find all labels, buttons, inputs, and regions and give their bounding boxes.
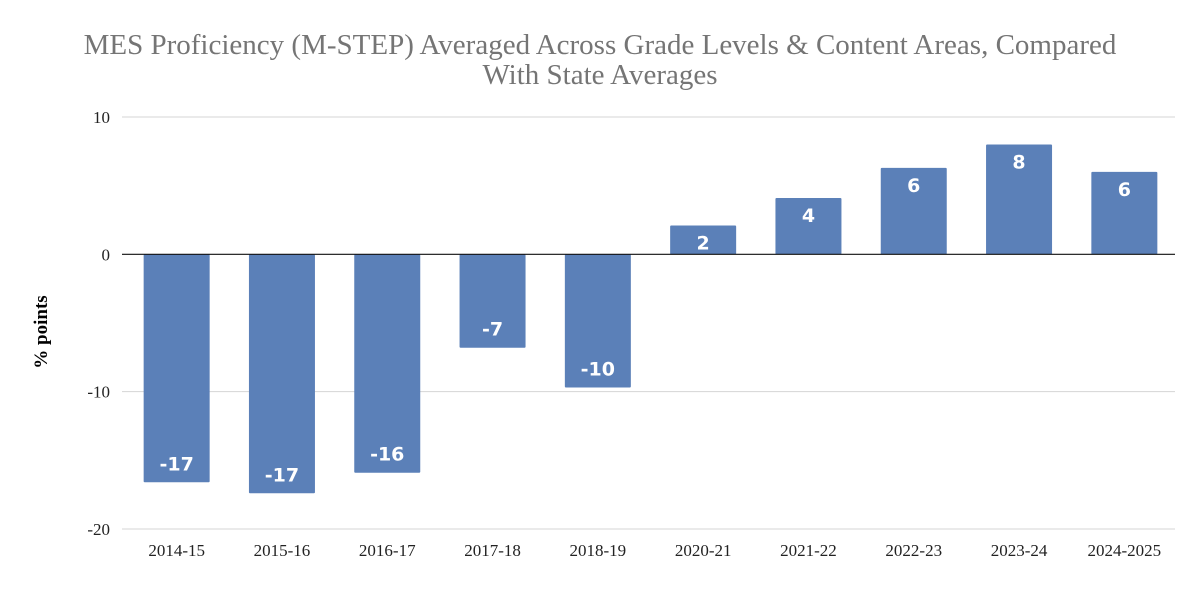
bar	[880, 167, 947, 255]
x-axis-ticks: 2014-15 2015-16 2016-17 2017-18 2018-19 2020-…	[148, 541, 1161, 560]
data-label: 2	[697, 232, 710, 254]
y-tick-label: -10	[87, 383, 110, 402]
y-tick-label: -20	[87, 520, 110, 539]
chart-title-line: MES Proficiency (M-STEP) Averaged Across…	[84, 29, 1117, 61]
x-tick-label: 2022-23	[885, 541, 942, 560]
data-label: 4	[802, 205, 815, 227]
bar	[143, 254, 210, 483]
data-label: -17	[159, 453, 193, 475]
chart-title-line: With State Averages	[482, 59, 717, 91]
bar	[670, 225, 737, 255]
data-label: -10	[581, 359, 615, 381]
bar	[248, 254, 315, 494]
data-label: -16	[370, 444, 404, 466]
data-label: 8	[1012, 151, 1025, 173]
bar	[775, 198, 842, 255]
bar	[1091, 171, 1158, 255]
bars	[143, 144, 1158, 494]
y-axis-ticks: 10 0 -10 -20	[87, 108, 110, 539]
y-tick-label: 0	[102, 245, 111, 264]
x-tick-label: 2024-2025	[1088, 541, 1162, 560]
bar	[986, 144, 1053, 255]
x-tick-label: 2017-18	[464, 541, 521, 560]
data-label: 6	[1118, 179, 1131, 201]
data-label: -7	[482, 319, 503, 341]
x-tick-label: 2015-16	[254, 541, 311, 560]
x-tick-label: 2021-22	[780, 541, 837, 560]
bar	[564, 254, 631, 388]
x-tick-label: 2020-21	[675, 541, 732, 560]
data-label: 6	[907, 175, 920, 197]
x-tick-label: 2016-17	[359, 541, 416, 560]
y-tick-label: 10	[93, 108, 110, 127]
x-tick-label: 2014-15	[148, 541, 205, 560]
y-axis-label: % points	[31, 295, 52, 368]
data-labels: -17 -17 -16 -7 -10 2 4 6 8 6	[159, 151, 1130, 486]
bar	[459, 254, 526, 348]
bar	[354, 254, 421, 473]
x-tick-label: 2018-19	[570, 541, 627, 560]
chart-title: MES Proficiency (M-STEP) Averaged Across…	[84, 29, 1117, 91]
data-label: -17	[265, 464, 299, 486]
x-tick-label: 2023-24	[991, 541, 1048, 560]
